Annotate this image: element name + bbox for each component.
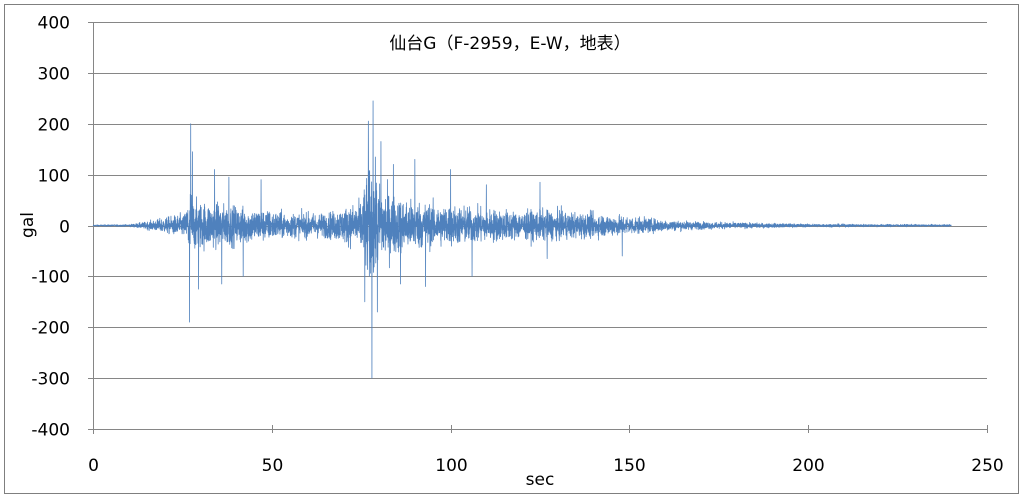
y-tick-label: -400 <box>31 421 70 441</box>
chart-frame <box>4 4 1019 494</box>
y-tick-label: 100 <box>38 167 70 187</box>
x-tick-label: 100 <box>435 456 467 476</box>
axes <box>88 22 988 434</box>
x-tick-label: 200 <box>792 456 824 476</box>
chart-title: 仙台G（F-2959，E-W，地表） <box>389 34 630 54</box>
x-tick-label: 150 <box>613 456 645 476</box>
y-tick-label: -100 <box>31 268 70 288</box>
x-tick-label: 250 <box>971 456 1003 476</box>
y-tick-label: 0 <box>59 218 70 238</box>
x-axis-title: sec <box>526 470 555 490</box>
y-tick-label: 400 <box>38 14 70 34</box>
y-tick-label: -300 <box>31 370 70 390</box>
y-tick-label: 300 <box>38 65 70 85</box>
y-tick-label: -200 <box>31 319 70 339</box>
tick-labels: 400 300 200 100 0 -100 -200 -300 -400 0 50 100 150 20… <box>31 14 1003 477</box>
x-tick-label: 0 <box>88 456 99 476</box>
series-line <box>92 100 952 379</box>
series-layer <box>92 100 952 379</box>
y-axis-title: gal <box>18 212 38 238</box>
y-tick-label: 200 <box>38 116 70 136</box>
x-tick-label: 50 <box>262 456 284 476</box>
